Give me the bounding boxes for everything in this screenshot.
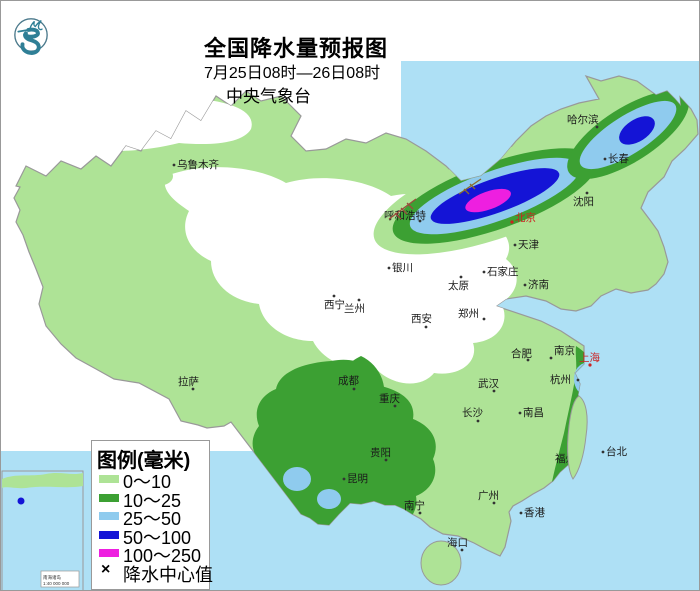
svg-text:上海: 上海 xyxy=(579,351,600,364)
svg-text:银川: 银川 xyxy=(392,261,413,274)
svg-text:西安: 西安 xyxy=(411,312,432,325)
svg-text:兰州: 兰州 xyxy=(344,302,365,315)
svg-text:济南: 济南 xyxy=(528,278,549,291)
svg-text:贵阳: 贵阳 xyxy=(370,446,391,459)
svg-text:广州: 广州 xyxy=(478,490,499,502)
svg-text:南海诸岛: 南海诸岛 xyxy=(43,574,61,581)
svg-text:昆明: 昆明 xyxy=(347,473,368,485)
svg-text:台北: 台北 xyxy=(606,445,627,458)
svg-text:成都: 成都 xyxy=(338,375,359,387)
svg-text:石家庄: 石家庄 xyxy=(487,265,519,278)
svg-text:乌鲁木齐: 乌鲁木齐 xyxy=(177,158,219,171)
svg-text:拉萨: 拉萨 xyxy=(178,375,199,388)
svg-text:杭州: 杭州 xyxy=(550,373,571,386)
svg-text:南宁: 南宁 xyxy=(404,499,425,512)
svg-text:重庆: 重庆 xyxy=(379,392,400,405)
svg-text:南京: 南京 xyxy=(554,344,575,357)
svg-text:沈阳: 沈阳 xyxy=(573,195,594,208)
svg-text:海口: 海口 xyxy=(447,536,468,549)
svg-text:香港: 香港 xyxy=(524,507,545,519)
svg-text:哈尔滨: 哈尔滨 xyxy=(567,113,599,126)
svg-text:西宁: 西宁 xyxy=(324,298,345,311)
svg-text:北京: 北京 xyxy=(515,211,536,224)
svg-text:合肥: 合肥 xyxy=(511,347,532,360)
svg-text:武汉: 武汉 xyxy=(478,377,499,390)
svg-text:南昌: 南昌 xyxy=(523,406,544,419)
svg-text:天津: 天津 xyxy=(518,239,539,251)
svg-text:长春: 长春 xyxy=(608,153,629,165)
svg-text:郑州: 郑州 xyxy=(458,307,479,320)
svg-text:1:40 000 000: 1:40 000 000 xyxy=(43,581,70,586)
svg-text:太原: 太原 xyxy=(448,279,469,292)
svg-text:长沙: 长沙 xyxy=(462,407,483,419)
